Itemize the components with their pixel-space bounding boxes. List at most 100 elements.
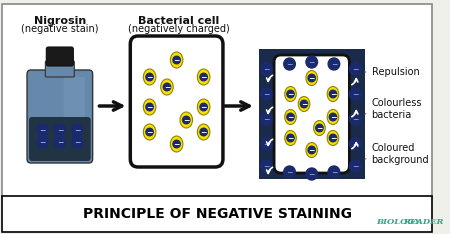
Circle shape [261, 113, 272, 125]
Text: −: − [287, 134, 294, 143]
Ellipse shape [198, 99, 210, 115]
Circle shape [36, 124, 48, 136]
Circle shape [261, 138, 272, 150]
Circle shape [284, 166, 295, 178]
Text: −: − [316, 124, 323, 133]
Circle shape [349, 63, 361, 75]
Text: −: − [309, 170, 315, 179]
Bar [2, 4, 432, 198]
Ellipse shape [161, 79, 173, 95]
Circle shape [316, 124, 323, 132]
Circle shape [329, 90, 337, 98]
Ellipse shape [306, 143, 318, 157]
Circle shape [261, 63, 272, 75]
FancyBboxPatch shape [46, 47, 73, 66]
Circle shape [200, 128, 207, 136]
Bar [2, 196, 432, 232]
Text: −: − [352, 65, 358, 74]
Ellipse shape [171, 136, 183, 152]
Text: −: − [352, 115, 358, 124]
Circle shape [36, 136, 48, 148]
Text: −: − [146, 103, 153, 112]
FancyBboxPatch shape [45, 61, 74, 77]
Circle shape [261, 160, 272, 172]
Circle shape [287, 90, 294, 98]
Circle shape [72, 136, 83, 148]
Text: −: − [330, 113, 336, 122]
Circle shape [200, 73, 207, 81]
FancyBboxPatch shape [27, 70, 93, 163]
Ellipse shape [285, 110, 296, 124]
Text: −: − [74, 138, 81, 147]
Circle shape [173, 140, 180, 148]
Ellipse shape [180, 112, 193, 128]
Text: Bacterial cell: Bacterial cell [138, 16, 219, 26]
Ellipse shape [314, 121, 325, 135]
Circle shape [200, 103, 207, 111]
Bar [259, 49, 365, 179]
Text: PRINCIPLE OF NEGATIVE STAINING: PRINCIPLE OF NEGATIVE STAINING [83, 207, 351, 221]
FancyBboxPatch shape [29, 117, 91, 161]
Circle shape [163, 83, 171, 91]
Circle shape [183, 116, 190, 124]
Text: −: − [39, 126, 45, 135]
Text: −: − [146, 128, 153, 137]
Circle shape [261, 88, 272, 100]
Text: −: − [352, 90, 358, 99]
Circle shape [146, 128, 153, 136]
Ellipse shape [298, 96, 310, 111]
Text: −: − [200, 128, 207, 137]
Text: −: − [57, 126, 63, 135]
Ellipse shape [285, 131, 296, 146]
Circle shape [287, 113, 294, 121]
Text: −: − [287, 90, 294, 99]
Text: −: − [331, 168, 337, 177]
Circle shape [329, 113, 337, 121]
Circle shape [146, 73, 153, 81]
Ellipse shape [143, 69, 156, 85]
Text: −: − [330, 90, 336, 99]
Text: −: − [330, 134, 336, 143]
FancyBboxPatch shape [274, 55, 349, 173]
Circle shape [287, 134, 294, 142]
Text: Coloured
background: Coloured background [365, 143, 429, 165]
Text: −: − [309, 58, 315, 67]
Text: −: − [57, 138, 63, 147]
Text: −: − [309, 74, 315, 83]
Text: Repulsion: Repulsion [365, 67, 419, 77]
Circle shape [54, 136, 66, 148]
Text: −: − [286, 60, 292, 69]
Ellipse shape [198, 124, 210, 140]
Circle shape [308, 146, 315, 154]
FancyBboxPatch shape [130, 36, 223, 167]
Circle shape [328, 58, 340, 70]
Circle shape [329, 134, 337, 142]
FancyBboxPatch shape [64, 77, 85, 121]
Text: −: − [173, 140, 180, 149]
Text: READER: READER [403, 218, 444, 226]
Ellipse shape [171, 52, 183, 68]
Circle shape [349, 113, 361, 125]
Circle shape [146, 103, 153, 111]
Text: −: − [263, 115, 270, 124]
Text: −: − [173, 56, 180, 65]
Text: −: − [287, 113, 294, 122]
Text: −: − [352, 140, 358, 149]
Text: −: − [164, 83, 170, 92]
Circle shape [308, 74, 315, 82]
Text: −: − [74, 126, 81, 135]
Text: −: − [263, 90, 270, 99]
Circle shape [306, 56, 318, 68]
Text: −: − [263, 65, 270, 74]
Text: −: − [146, 73, 153, 82]
Ellipse shape [143, 99, 156, 115]
Circle shape [284, 58, 295, 70]
Ellipse shape [198, 69, 210, 85]
Circle shape [328, 166, 340, 178]
Ellipse shape [327, 110, 339, 124]
Ellipse shape [327, 87, 339, 102]
Circle shape [349, 88, 361, 100]
Ellipse shape [285, 87, 296, 102]
Circle shape [300, 100, 308, 108]
Text: −: − [200, 103, 207, 112]
